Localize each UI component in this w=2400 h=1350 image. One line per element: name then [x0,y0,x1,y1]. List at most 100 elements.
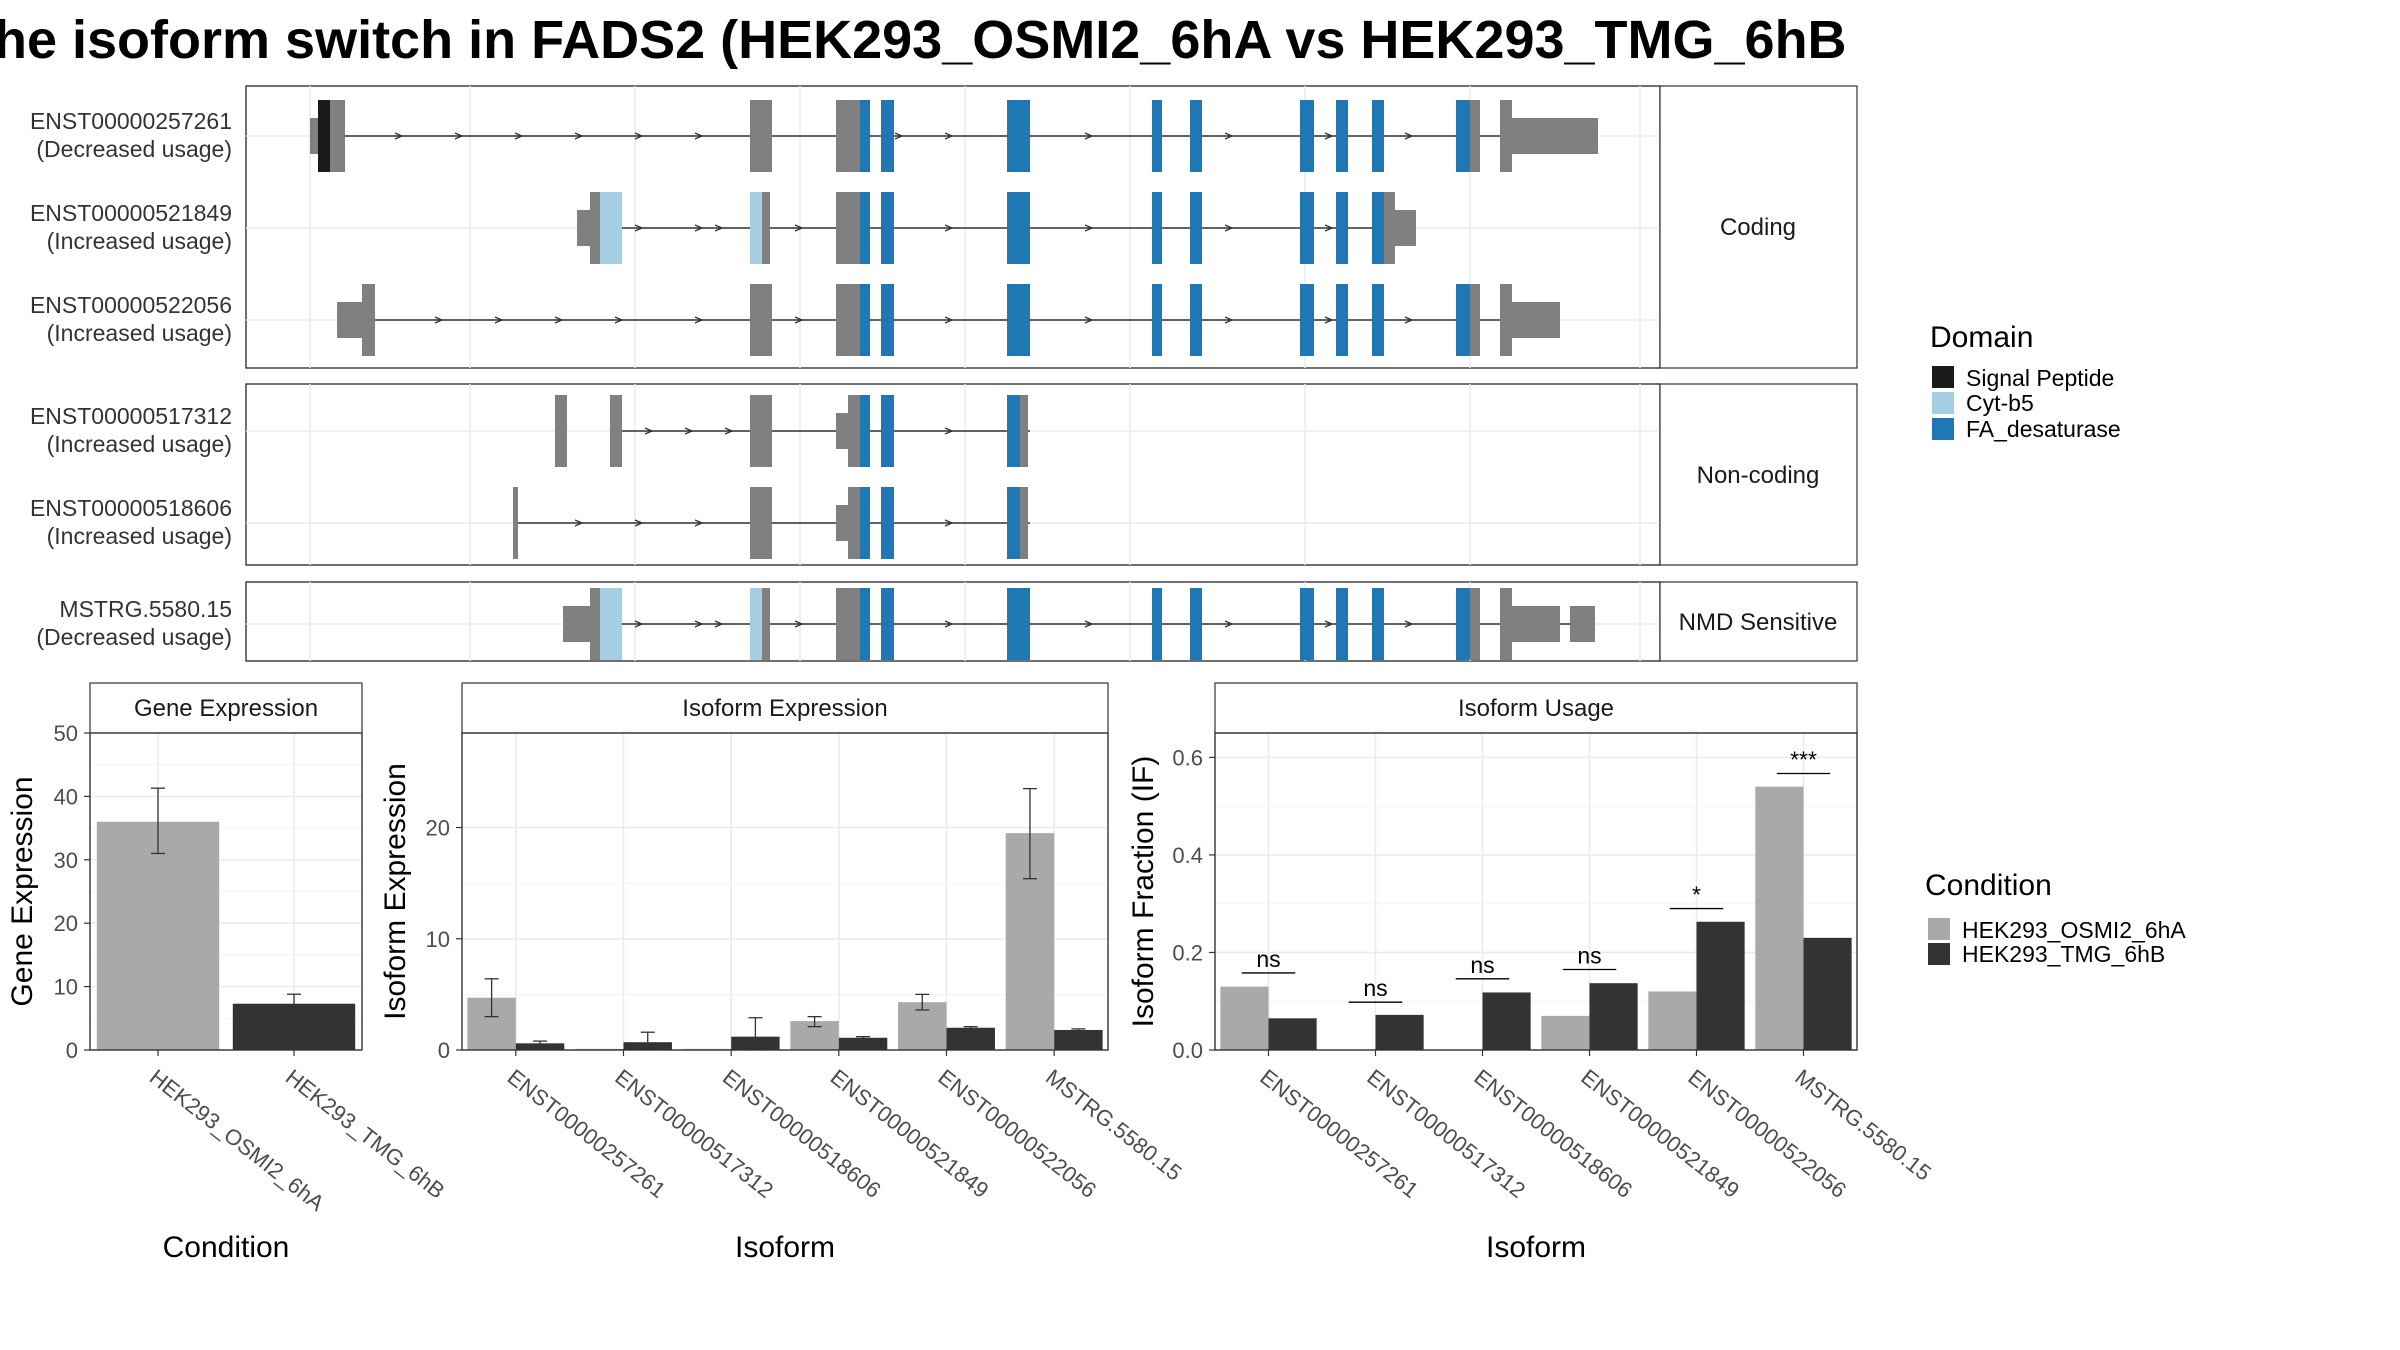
y-tick-label: 40 [54,784,78,809]
strand-arrow [694,519,704,527]
figure-title: he isoform switch in FADS2 (HEK293_OSMI2… [0,10,1847,70]
y-tick-label: 30 [54,848,78,873]
isoform-usage-label: (Decreased usage) [36,136,232,162]
domain-region [1456,284,1470,356]
strand-arrow [574,132,584,140]
domain-region [1007,588,1030,660]
domain-region [1336,588,1348,660]
legend-label-signal-peptide: Signal Peptide [1966,365,2114,391]
exon [848,395,860,467]
domain-region [1190,284,1202,356]
transcript-row [513,487,1030,559]
isoform-usage-label: (Decreased usage) [36,624,232,650]
strand-arrow [634,519,644,527]
transcript-row [310,100,1598,172]
domain-region [1372,100,1384,172]
domain-region [1152,192,1162,264]
significance-label: ns [1363,975,1387,1001]
y-tick-label: 20 [54,911,78,936]
strand-arrow [634,224,644,232]
exon [750,100,772,172]
isoform-usage-label: (Increased usage) [47,320,232,346]
y-tick-label: 0.6 [1172,745,1203,770]
exon [836,413,848,449]
bar [1482,992,1531,1050]
strand-arrow [1324,132,1334,140]
strand-arrow [1324,620,1334,628]
exon [310,118,318,154]
strand-arrow [1224,224,1234,232]
transcript-row [337,284,1560,356]
exon [762,192,770,264]
significance-label: ns [1577,943,1601,969]
exon [836,100,860,172]
exon [1512,118,1598,154]
legend-key-cond-a [1928,918,1950,940]
strand-arrow [944,427,954,435]
facet-strip [1214,682,1858,734]
domain-region [860,487,870,559]
domain-region [881,100,894,172]
strand-arrow [794,224,804,232]
legend-key-cond-b [1928,943,1950,965]
exon [1384,192,1395,264]
strip-label-nmd-sensitive: NMD Sensitive [1679,609,1838,636]
legend-label-cond-b: HEK293_TMG_6hB [1962,941,2165,967]
y-tick-label: 10 [54,975,78,1000]
panel-border [1214,732,1858,1051]
legend-label-cond-a: HEK293_OSMI2_6hA [1962,917,2186,943]
domain-region [881,284,894,356]
legend-label-fa-desaturase: FA_desaturase [1966,416,2121,442]
exon [610,395,622,467]
y-tick-label: 20 [426,816,450,841]
strand-arrow [514,132,524,140]
isoform-usage-label: (Increased usage) [47,228,232,254]
condition-legend: Condition HEK293_OSMI2_6hA HEK293_TMG_6h… [1925,869,2186,967]
strip-non-coding [1659,383,1858,566]
facet-strip [89,682,363,734]
domain-region [1336,100,1348,172]
domain-region [750,588,762,660]
strip-label-coding: Coding [1720,214,1796,241]
y-tick-label: 0 [66,1038,78,1063]
transcript-panel [245,85,1661,369]
exon [848,487,860,559]
domain-region [1300,192,1314,264]
legend-key-fa-desaturase [1932,418,1954,440]
exon [1470,284,1480,356]
strand-arrow [394,132,404,140]
domain-region [860,588,870,660]
condition-legend-title: Condition [1925,869,2052,902]
domain-region [1372,284,1384,356]
strand-arrow [944,224,954,232]
isoform-label: MSTRG.5580.15 [59,596,232,622]
bar [515,1043,565,1050]
strand-arrow [1324,224,1334,232]
domain-region [881,588,894,660]
strand-arrow [944,620,954,628]
exon [1470,588,1480,660]
isoform-label: ENST00000257261 [30,108,232,134]
y-tick-label: 50 [54,721,78,746]
bar [1375,1014,1424,1050]
bar [1268,1018,1317,1050]
exon [330,100,345,172]
x-axis-title: Isoform [735,1231,835,1264]
exon [1020,395,1028,467]
exon [836,284,860,356]
strand-arrow [1224,620,1234,628]
domain-region [860,100,870,172]
panel-border [461,732,1109,1051]
strand-arrow [454,132,464,140]
exon [1500,588,1512,660]
strip-coding [1659,85,1858,369]
strand-arrow [1084,316,1094,324]
isoform-usage-label: (Increased usage) [47,523,232,549]
bar [1589,983,1638,1050]
domain-region [1456,100,1470,172]
domain-region [1336,284,1348,356]
isoform-usage-label: (Increased usage) [47,431,232,457]
exon [362,284,375,356]
domain-region [1300,588,1314,660]
exon [750,395,772,467]
